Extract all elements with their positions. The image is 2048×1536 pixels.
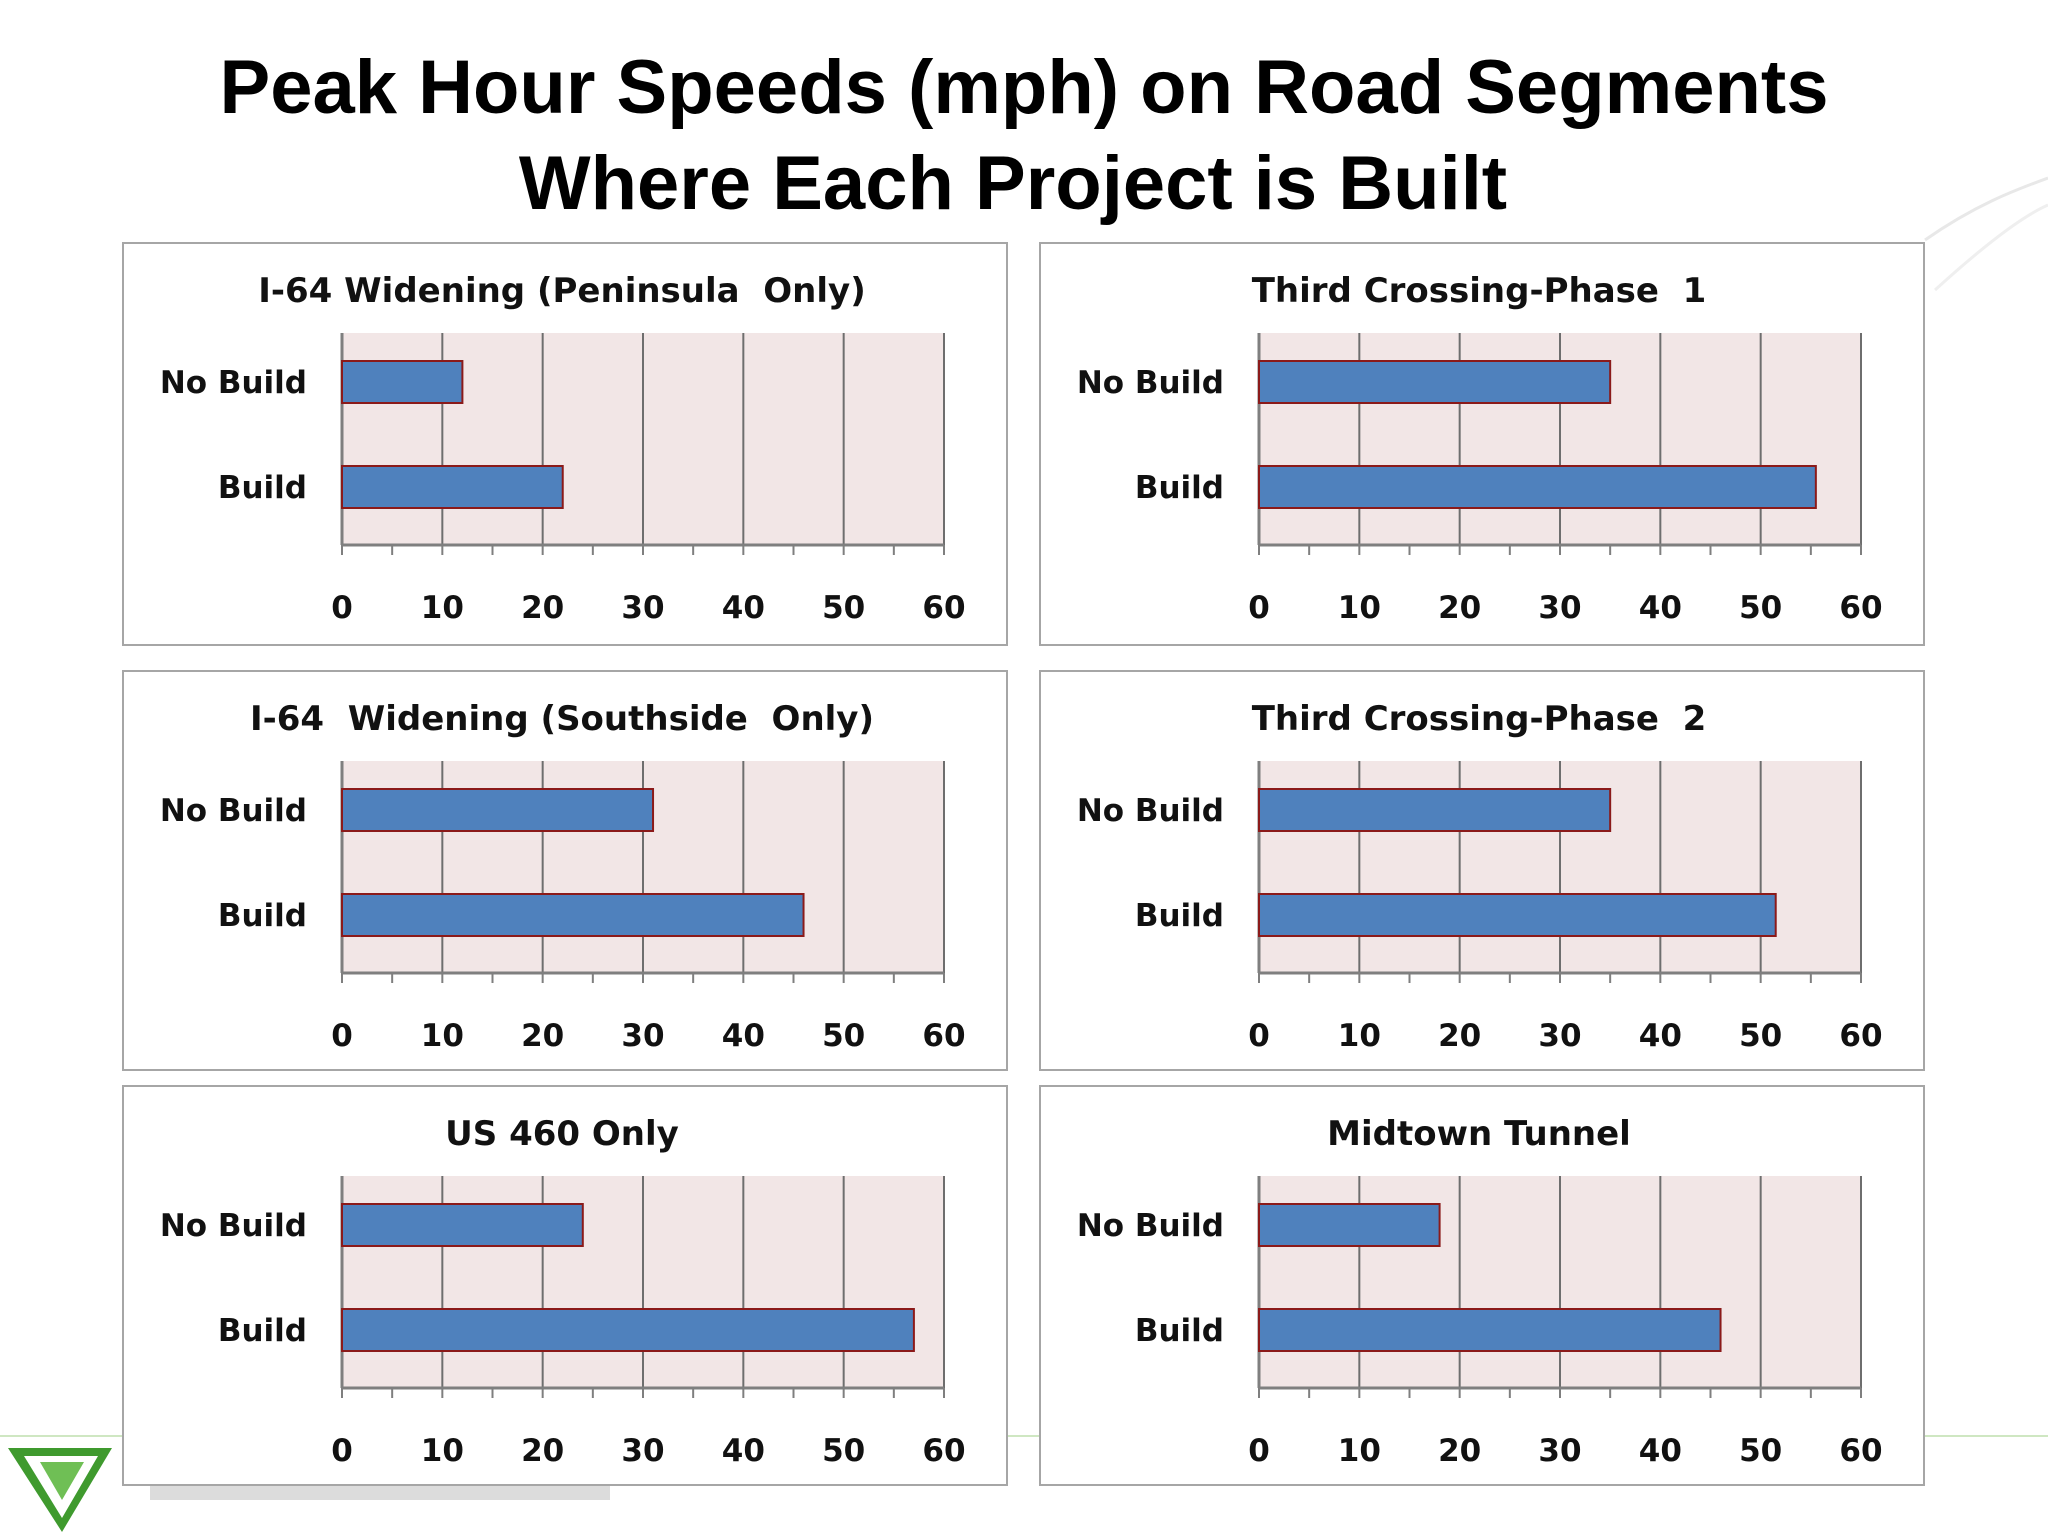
category-label: Build: [218, 470, 307, 506]
x-tick-label: 50: [1739, 1433, 1782, 1469]
x-tick-label: 40: [1639, 590, 1682, 626]
x-tick-label: 0: [1248, 1018, 1270, 1054]
x-tick-label: 30: [621, 1018, 664, 1054]
x-tick-label: 0: [331, 1018, 353, 1054]
category-label: Build: [218, 1313, 307, 1349]
slide-title-line-2: Where Each Project is Built: [518, 141, 1508, 226]
bar-build: [341, 1308, 915, 1352]
background-swoosh: [1933, 203, 2048, 292]
slide-title-line-1: Peak Hour Speeds (mph) on Road Segments: [219, 45, 1829, 130]
category-label: No Build: [160, 1208, 307, 1244]
bar-no-build: [341, 360, 464, 404]
category-label: Build: [1135, 898, 1224, 934]
x-tick-label: 30: [1538, 1433, 1581, 1469]
category-label: No Build: [1077, 365, 1224, 401]
logo-icon: [8, 1448, 112, 1532]
x-tick-label: 60: [1839, 590, 1882, 626]
x-tick-label: 40: [722, 1433, 765, 1469]
x-tick-label: 60: [922, 1018, 965, 1054]
x-tick-label: 60: [1839, 1018, 1882, 1054]
bar-no-build: [1258, 1203, 1441, 1247]
x-tick-label: 60: [922, 1433, 965, 1469]
chart-panel-i64-southside: No Build Build 0 10 20 30 40 50 60 I-64 Widening …: [122, 670, 1008, 1071]
bar-chart: No Build Build 0 10 20 30 40 50 60 Midtown Tunnel: [1077, 1114, 1883, 1469]
x-tick-label: 50: [822, 1433, 865, 1469]
x-tick-label: 40: [722, 590, 765, 626]
x-tick-label: 60: [1839, 1433, 1882, 1469]
x-tick-label: 30: [1538, 590, 1581, 626]
x-tick-label: 40: [722, 1018, 765, 1054]
background-swoosh: [1924, 176, 2048, 242]
bar-no-build: [1258, 360, 1612, 404]
chart-panel-i64-peninsula: No Build Build 0 10 20 30 40 50 60 I-64 Widening …: [122, 242, 1008, 646]
bar-chart: No Build Build 0 10 20 30 40 50 60 Third Crossing…: [1077, 271, 1883, 626]
bar-build: [341, 465, 564, 509]
x-tick-label: 10: [1338, 590, 1381, 626]
x-tick-label: 30: [621, 1433, 664, 1469]
x-tick-label: 10: [421, 1433, 464, 1469]
x-tick-label: 50: [822, 1018, 865, 1054]
bar-chart: No Build Build 0 10 20 30 40 50 60 I-64 Widening …: [160, 271, 966, 626]
x-tick-label: 50: [1739, 590, 1782, 626]
chart-title: I-64 Widening (Peninsula Only): [258, 271, 865, 311]
bar-chart: No Build Build 0 10 20 30 40 50 60 I-64 Widening …: [160, 699, 966, 1054]
slide-title: Peak Hour Speeds (mph) on Road Segments …: [0, 40, 2048, 232]
chart-title: Third Crossing-Phase 2: [1252, 699, 1707, 739]
category-label: No Build: [1077, 1208, 1224, 1244]
x-tick-label: 20: [521, 590, 564, 626]
bar-no-build: [341, 788, 655, 832]
bar-chart: No Build Build 0 10 20 30 40 50 60 US 460 Only: [160, 1114, 966, 1469]
x-tick-label: 20: [1438, 1433, 1481, 1469]
chart-panel-midtown-tunnel: No Build Build 0 10 20 30 40 50 60 Midtown Tunnel: [1039, 1085, 1925, 1486]
x-tick-label: 20: [1438, 590, 1481, 626]
category-label: Build: [1135, 1313, 1224, 1349]
x-tick-label: 0: [1248, 590, 1270, 626]
chart-panel-third-crossing-phase-2: No Build Build 0 10 20 30 40 50 60 Third Crossing…: [1039, 670, 1925, 1071]
category-label: Build: [218, 898, 307, 934]
x-tick-label: 10: [1338, 1018, 1381, 1054]
x-tick-label: 40: [1639, 1018, 1682, 1054]
category-label: Build: [1135, 470, 1224, 506]
x-tick-label: 20: [1438, 1018, 1481, 1054]
x-tick-label: 30: [1538, 1018, 1581, 1054]
x-tick-label: 10: [421, 1018, 464, 1054]
bar-build: [341, 893, 805, 937]
bar-build: [1258, 1308, 1722, 1352]
bar-build: [1258, 893, 1777, 937]
bar-chart: No Build Build 0 10 20 30 40 50 60 Third Crossing…: [1077, 699, 1883, 1054]
chart-panel-third-crossing-phase-1: No Build Build 0 10 20 30 40 50 60 Third Crossing…: [1039, 242, 1925, 646]
x-tick-label: 30: [621, 590, 664, 626]
bar-build: [1258, 465, 1817, 509]
x-tick-label: 40: [1639, 1433, 1682, 1469]
chart-title: Third Crossing-Phase 1: [1252, 271, 1707, 311]
x-tick-label: 0: [331, 1433, 353, 1469]
category-label: No Build: [160, 793, 307, 829]
x-tick-label: 20: [521, 1433, 564, 1469]
x-tick-label: 10: [421, 590, 464, 626]
chart-panel-us-460: No Build Build 0 10 20 30 40 50 60 US 460 Only: [122, 1085, 1008, 1486]
x-tick-label: 0: [331, 590, 353, 626]
x-tick-label: 50: [822, 590, 865, 626]
chart-title: Midtown Tunnel: [1327, 1114, 1631, 1154]
x-tick-label: 10: [1338, 1433, 1381, 1469]
x-tick-label: 50: [1739, 1018, 1782, 1054]
chart-title: US 460 Only: [445, 1114, 679, 1154]
x-tick-label: 20: [521, 1018, 564, 1054]
category-label: No Build: [1077, 793, 1224, 829]
bar-no-build: [1258, 788, 1612, 832]
chart-title: I-64 Widening (Southside Only): [250, 699, 874, 739]
bar-no-build: [341, 1203, 584, 1247]
x-tick-label: 60: [922, 590, 965, 626]
x-tick-label: 0: [1248, 1433, 1270, 1469]
category-label: No Build: [160, 365, 307, 401]
